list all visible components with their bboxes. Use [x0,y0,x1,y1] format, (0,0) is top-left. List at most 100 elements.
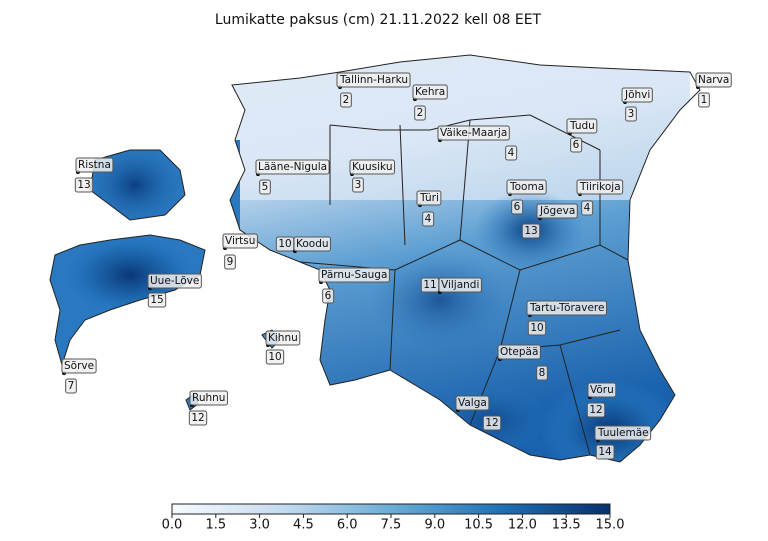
label-box [416,190,442,206]
station: Kehra 2 [412,84,448,121]
label-box [352,177,364,193]
station: Tooma 6 [506,179,547,215]
station: Sõrve 7 [61,358,97,394]
station: Võru 12 [586,382,617,418]
station-value: 8 [539,367,546,379]
station-value: 10 [278,238,291,250]
station-name: Türi [419,192,439,204]
station: Kuusiku 3 [349,159,395,193]
map-title: Lumikatte paksus (cm) 21.11.2022 kell 08… [215,12,542,28]
station: Pärnu-Sauga 6 [318,267,390,304]
station-value: 6 [514,201,521,213]
station-name: Lääne-Nigula [258,161,327,173]
label-box [698,92,710,108]
label-box [570,137,583,153]
label-box [420,277,440,293]
station-value: 12 [191,412,204,424]
station-value: 10 [530,322,543,334]
colorbar-tick-label: 10.5 [464,518,493,533]
station-value: 2 [417,107,424,119]
label-box [255,159,330,175]
station: Ruhnu 12 [188,390,228,426]
station-value: 11 [423,279,436,291]
station-name: Kuusiku [352,161,392,173]
station-name: Narva [698,74,729,86]
station: Lääne-Nigula 5 [255,159,330,195]
station-name: Tiirikoja [579,181,621,193]
station-value: 14 [598,446,612,458]
label-box [594,425,652,441]
station: Tuulemäe 14 [594,425,652,460]
station-name: Kehra [415,86,445,98]
label-box [526,300,607,316]
station-value: 2 [343,94,350,106]
label-box [521,223,541,239]
label-box [336,72,411,88]
station: Jõhvi 3 [621,87,653,122]
label-box [576,179,624,195]
label-box [147,273,202,289]
station-name: Tooma [509,181,544,193]
station: Ristna 13 [74,157,114,193]
station: Valga 12 [455,395,502,431]
station-value: 7 [68,380,75,392]
station: Narva 1 [695,72,732,108]
station-name: Võru [590,384,614,396]
label-box [482,415,502,431]
station-value: 4 [508,147,515,159]
colorbar-tick-label: 9.0 [424,518,445,533]
label-box [74,177,94,193]
station-name: Pärnu-Sauga [321,269,387,281]
label-box [414,105,426,121]
label-box [340,92,352,108]
label-box [586,402,606,418]
station-value: 10 [268,351,281,363]
label-box [566,118,598,134]
label-box [595,444,615,460]
colorbar-tick-label: 7.5 [381,518,402,533]
station: Virtsu 9 [222,233,258,270]
label-box [322,288,335,304]
label-box [455,395,490,411]
station-name: Virtsu [225,235,255,247]
label-box [265,349,285,365]
label-box [497,344,541,360]
label-box [536,365,548,381]
station: Kihnu 10 [265,330,301,365]
station-name: Otepää [500,346,538,358]
label-box [275,236,295,252]
station-name: Tartu-Tõravere [529,302,604,314]
label-box [695,72,732,88]
station-value: 3 [355,179,362,191]
station-value: 3 [628,108,635,120]
label-box [259,179,271,195]
colorbar-tick-label: 12.0 [508,518,537,533]
label-box [581,200,594,216]
station-name: Tuulemäe [597,427,649,439]
station-name: Tallinn-Harku [339,74,408,86]
station-value: 9 [227,256,234,268]
label-box [625,106,637,122]
label-box [222,233,258,249]
label-box [349,159,395,175]
label-box [506,179,547,195]
label-box [75,157,114,173]
label-box [527,320,547,336]
station-name: Jõhvi [624,89,650,101]
station-name: Ruhnu [192,392,225,404]
station-name: Koodu [296,238,329,250]
station-name: Ristna [78,159,111,171]
colorbar-tick-label: 13.5 [552,518,581,533]
label-box [505,145,518,161]
station-name: Kihnu [268,332,298,344]
label-box [422,211,435,227]
label-box [621,87,653,103]
station-value: 13 [77,179,90,191]
station-name: Sõrve [64,360,94,372]
label-box [318,267,390,283]
station: Tartu-Tõravere 10 [526,300,607,336]
station-name: Väike-Maarja [440,127,507,139]
